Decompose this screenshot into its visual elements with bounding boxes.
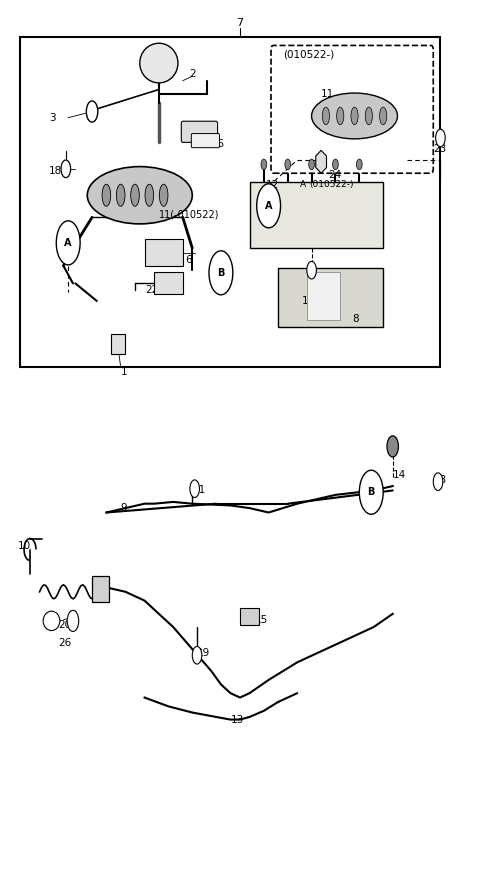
Ellipse shape (351, 107, 358, 125)
Bar (278, 268, 383, 327)
Text: 11: 11 (321, 89, 335, 99)
Text: 15: 15 (254, 615, 267, 625)
Circle shape (387, 436, 398, 457)
Text: 12: 12 (266, 179, 279, 190)
Ellipse shape (159, 184, 168, 206)
Bar (92, 576, 109, 602)
Text: (010522-): (010522-) (284, 50, 335, 59)
Text: 11(-010522): 11(-010522) (159, 210, 219, 219)
Circle shape (86, 101, 98, 122)
Ellipse shape (145, 184, 154, 206)
Text: B: B (217, 268, 225, 278)
Bar (250, 182, 383, 248)
Circle shape (309, 159, 314, 170)
FancyBboxPatch shape (271, 45, 433, 173)
Text: 19: 19 (197, 649, 210, 659)
Ellipse shape (87, 166, 192, 224)
Circle shape (261, 159, 267, 170)
Ellipse shape (131, 184, 139, 206)
Circle shape (209, 251, 233, 295)
Text: 14: 14 (393, 470, 406, 481)
Ellipse shape (312, 93, 397, 139)
Text: 22: 22 (145, 286, 159, 295)
Circle shape (257, 184, 281, 228)
Bar (111, 334, 124, 354)
Circle shape (190, 480, 199, 498)
Text: A: A (64, 238, 72, 248)
FancyBboxPatch shape (192, 133, 219, 148)
Bar (144, 240, 183, 266)
FancyBboxPatch shape (181, 121, 217, 142)
Bar (154, 272, 183, 294)
Circle shape (67, 610, 79, 631)
Ellipse shape (140, 43, 178, 83)
Text: 20: 20 (59, 621, 72, 630)
Text: A: A (265, 201, 272, 210)
Ellipse shape (43, 611, 60, 630)
Circle shape (433, 473, 443, 491)
Ellipse shape (116, 184, 125, 206)
Text: 24: 24 (328, 170, 342, 180)
Text: 23: 23 (433, 475, 446, 485)
Text: 3: 3 (49, 113, 56, 123)
Ellipse shape (336, 107, 344, 125)
Text: A: A (300, 180, 306, 189)
Ellipse shape (380, 107, 387, 125)
Text: 23: 23 (433, 144, 446, 155)
Circle shape (56, 221, 80, 265)
Text: 9: 9 (120, 503, 127, 513)
Ellipse shape (323, 107, 329, 125)
Circle shape (436, 129, 445, 147)
Text: 16: 16 (97, 576, 110, 586)
Circle shape (61, 160, 71, 178)
Text: 2: 2 (189, 69, 195, 79)
Text: 26: 26 (59, 638, 72, 648)
Text: 4: 4 (99, 594, 106, 604)
Ellipse shape (365, 107, 372, 125)
Circle shape (333, 159, 338, 170)
Text: (010522-): (010522-) (309, 180, 354, 189)
Text: 6: 6 (186, 255, 192, 264)
Text: 10: 10 (18, 541, 31, 551)
Text: 1: 1 (120, 367, 127, 377)
Circle shape (357, 159, 362, 170)
Ellipse shape (102, 184, 111, 206)
Bar (307, 272, 340, 320)
Bar (21, 36, 441, 367)
Text: 25: 25 (211, 139, 225, 149)
Bar (240, 607, 259, 625)
Text: 13: 13 (230, 714, 244, 725)
Text: B: B (368, 487, 375, 497)
Circle shape (285, 159, 290, 170)
Text: 18: 18 (49, 165, 62, 176)
Text: 7: 7 (237, 19, 243, 28)
Text: 17: 17 (302, 296, 315, 306)
Circle shape (307, 262, 316, 279)
Text: 8: 8 (352, 314, 359, 324)
Text: 21: 21 (192, 485, 205, 495)
Text: 5: 5 (197, 134, 204, 145)
Circle shape (360, 470, 383, 514)
Circle shape (192, 646, 202, 664)
